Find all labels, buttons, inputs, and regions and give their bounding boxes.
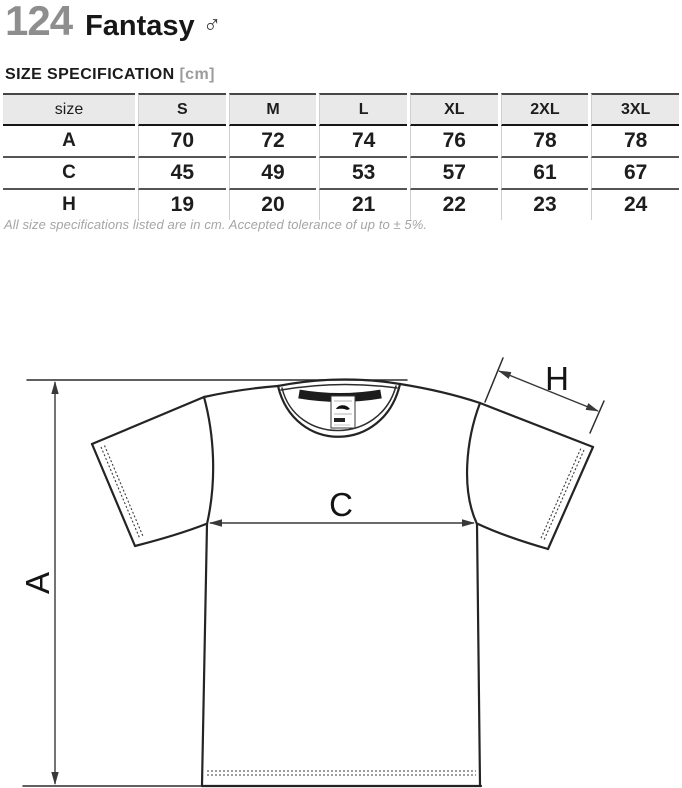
dimension-a-label: A	[19, 572, 56, 594]
body-right-edge	[475, 522, 482, 787]
table-row-h: H 19 20 21 22 23 24	[3, 190, 679, 220]
male-symbol-icon: ♂	[202, 11, 222, 39]
right-cuff-stitch-line	[543, 449, 585, 541]
section-heading: SIZE SPECIFICATION [cm]	[5, 66, 215, 84]
dimension-h-label: H	[545, 360, 569, 397]
left-sleeve-under-seam	[133, 522, 208, 548]
cell-c-m: 49	[228, 158, 317, 190]
row-label-a: A	[3, 126, 135, 158]
column-header-size: size	[3, 93, 135, 126]
row-label-h: H	[62, 194, 76, 215]
section-heading-text: SIZE SPECIFICATION	[5, 66, 175, 83]
right-armscye	[465, 401, 482, 526]
left-armscye	[202, 395, 215, 526]
cell-c-xl: 57	[409, 158, 498, 190]
cell-a-xl: 76	[409, 126, 498, 158]
cell-a-2xl: 78	[500, 126, 589, 158]
collar	[276, 378, 402, 438]
right-shoulder-seam	[398, 382, 482, 405]
dimension-c-label: C	[329, 486, 353, 523]
left-cuff-stitch-line	[103, 445, 145, 538]
right-cuff-stitch-line	[540, 448, 582, 539]
table-row-c: C 45 49 53 57 61 67	[3, 158, 679, 190]
greyhound-logo-icon	[336, 405, 350, 410]
h-extension-tick	[589, 400, 605, 434]
collar-inner-bottom	[281, 385, 397, 432]
cell-a-3xl: 78	[591, 126, 679, 158]
cell-c-2xl: 61	[500, 158, 589, 190]
collar-outer-top	[276, 378, 402, 388]
column-header-s: S	[138, 93, 226, 126]
right-sleeve-under-seam	[476, 522, 550, 551]
cell-h-s: 19	[138, 190, 226, 220]
section-unit: [cm]	[179, 66, 215, 83]
column-header-3xl: 3XL	[591, 93, 679, 126]
h-extension-tick	[484, 357, 504, 403]
product-title: 124 Fantasy ♂	[5, 0, 221, 43]
cell-h-3xl: 24	[591, 190, 679, 220]
row-label-c: C	[3, 158, 135, 190]
brand-label	[330, 395, 356, 429]
dimension-c: C	[209, 486, 475, 527]
column-header-xl: XL	[409, 93, 498, 126]
cell-a-l: 74	[319, 126, 407, 158]
product-number: 124	[5, 0, 73, 44]
cell-h-l: 21	[319, 190, 407, 220]
column-header-l: L	[319, 93, 407, 126]
cell-c-s: 45	[138, 158, 226, 190]
collar-rim-seam	[280, 383, 398, 391]
cell-h-m: 20	[228, 190, 317, 220]
cell-h-xl: 22	[409, 190, 498, 220]
column-header-m: M	[228, 93, 317, 126]
table-row-a: A 70 72 74 76 78 78	[3, 126, 679, 158]
tolerance-footnote: All size specifications listed are in cm…	[4, 217, 428, 232]
cell-h-2xl: 23	[500, 190, 589, 220]
right-sleeve-top-seam	[478, 401, 595, 449]
dimension-a: A	[19, 381, 59, 785]
left-shoulder-seam	[202, 384, 280, 399]
body-left-edge	[200, 522, 209, 787]
cell-c-3xl: 67	[591, 158, 679, 190]
collar-outer-bottom	[276, 382, 402, 438]
column-header-2xl: 2XL	[500, 93, 589, 126]
tshirt-outline	[90, 378, 595, 788]
cell-c-l: 53	[319, 158, 407, 190]
left-sleeve-cuff-edge	[90, 442, 137, 548]
cell-a-m: 72	[228, 126, 317, 158]
dimension-h: H	[484, 357, 605, 434]
dimension-h-line	[498, 370, 599, 412]
left-sleeve-top-seam	[90, 395, 206, 446]
right-sleeve-cuff-edge	[546, 445, 595, 551]
size-table-header-row: size S M L XL 2XL 3XL	[3, 93, 679, 126]
product-name: Fantasy	[85, 10, 195, 42]
size-table: size S M L XL 2XL 3XL A 70 72 74 76 78 7…	[0, 93, 682, 220]
cell-a-s: 70	[138, 126, 226, 158]
tshirt-measurement-diagram: A C H	[19, 357, 605, 788]
label-text-block	[334, 418, 345, 422]
left-cuff-stitch-line	[100, 446, 141, 540]
